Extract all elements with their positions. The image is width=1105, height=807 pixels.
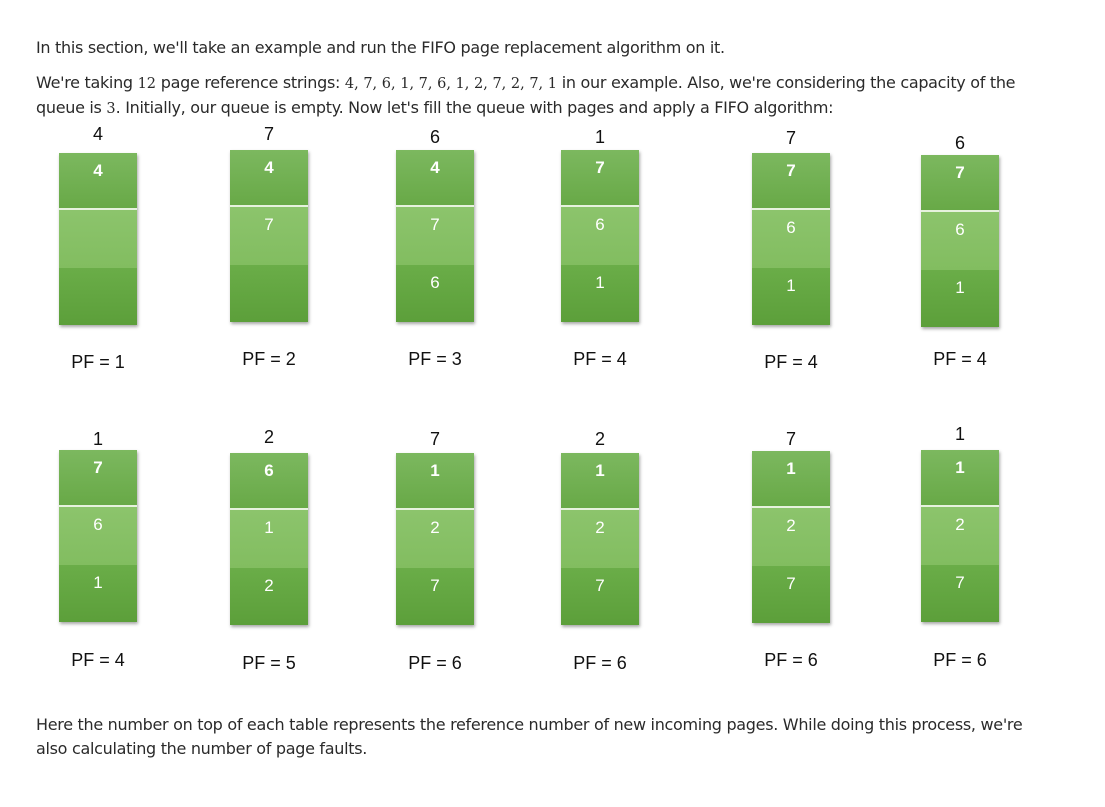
page-fault-count: PF = 4 xyxy=(71,650,125,670)
queue-slot: 2 xyxy=(230,568,308,625)
setup-paragraph: We're taking 12 page reference strings: … xyxy=(36,71,1046,121)
incoming-page: 6 xyxy=(429,127,440,147)
queue-slot: 7 xyxy=(396,568,474,625)
page-fault-count: PF = 1 xyxy=(71,352,125,372)
page-fault-count: PF = 5 xyxy=(242,653,296,673)
queue-slot: 2 xyxy=(561,510,639,568)
queue-slot: 6 xyxy=(396,265,474,322)
setup-text-4: . Initially, our queue is empty. Now let… xyxy=(115,98,834,117)
page-fault-count: PF = 4 xyxy=(764,352,818,372)
reference-sequence: 4, 7, 6, 1, 7, 6, 1, 2, 7, 2, 7, 1 xyxy=(344,76,557,92)
setup-text-2: page reference strings: xyxy=(156,73,345,92)
incoming-page: 7 xyxy=(785,429,796,449)
page-fault-count: PF = 4 xyxy=(933,349,987,369)
incoming-page: 1 xyxy=(954,424,965,444)
queue-slot: 7 xyxy=(396,207,474,265)
queue-slot: 4 xyxy=(230,150,308,207)
queue-slot: 1 xyxy=(921,450,999,507)
incoming-page: 7 xyxy=(429,429,440,449)
page-fault-count: PF = 3 xyxy=(408,349,462,369)
queue-slot: 7 xyxy=(561,568,639,625)
queue-slot: 7 xyxy=(59,450,137,507)
incoming-page: 1 xyxy=(594,127,605,147)
queue-slot: 6 xyxy=(752,210,830,268)
queue-slot: 1 xyxy=(752,268,830,325)
reference-count: 12 xyxy=(137,76,157,92)
queue-slot: 6 xyxy=(59,507,137,565)
intro-paragraph: In this section, we'll take an example a… xyxy=(36,38,725,57)
queue-slot: 1 xyxy=(561,453,639,510)
incoming-page: 1 xyxy=(92,429,103,449)
queue-slot: 7 xyxy=(921,565,999,622)
queue-slot xyxy=(59,268,137,325)
queue-slot: 7 xyxy=(752,566,830,623)
queue-slot: 6 xyxy=(561,207,639,265)
page-fault-count: PF = 6 xyxy=(933,650,987,670)
queue-slot: 1 xyxy=(921,270,999,327)
incoming-page: 2 xyxy=(594,429,605,449)
page-fault-count: PF = 2 xyxy=(242,349,296,369)
page-fault-count: PF = 6 xyxy=(573,653,627,673)
queue-slot xyxy=(230,265,308,322)
queue-slot: 7 xyxy=(752,153,830,210)
incoming-page: 7 xyxy=(785,128,796,148)
queue-slot: 7 xyxy=(921,155,999,212)
queue-slot: 6 xyxy=(230,453,308,510)
queue-slot: 1 xyxy=(396,453,474,510)
queue-slot: 1 xyxy=(752,451,830,508)
queue-slot: 1 xyxy=(561,265,639,322)
incoming-page: 7 xyxy=(263,124,274,144)
incoming-page: 4 xyxy=(92,124,103,144)
incoming-page: 2 xyxy=(263,427,274,447)
setup-text-3: in our example. Also, we're considering … xyxy=(36,73,1016,117)
queue-slot: 1 xyxy=(59,565,137,622)
queue-slot: 4 xyxy=(59,153,137,210)
queue-slot: 6 xyxy=(921,212,999,270)
page-fault-count: PF = 6 xyxy=(408,653,462,673)
queue-slot: 7 xyxy=(230,207,308,265)
queue-slot: 7 xyxy=(561,150,639,207)
queue-slot: 2 xyxy=(396,510,474,568)
queue-slot: 2 xyxy=(752,508,830,566)
explanation-paragraph: Here the number on top of each table rep… xyxy=(36,715,1023,758)
page-fault-count: PF = 6 xyxy=(764,650,818,670)
queue-slot: 2 xyxy=(921,507,999,565)
queue-slot: 4 xyxy=(396,150,474,207)
queue-frame: 4 xyxy=(59,153,137,325)
setup-text-1: We're taking xyxy=(36,73,138,92)
incoming-page: 6 xyxy=(954,133,965,153)
queue-slot xyxy=(59,210,137,268)
page-fault-count: PF = 4 xyxy=(573,349,627,369)
queue-slot: 1 xyxy=(230,510,308,568)
queue-capacity: 3 xyxy=(106,101,116,117)
